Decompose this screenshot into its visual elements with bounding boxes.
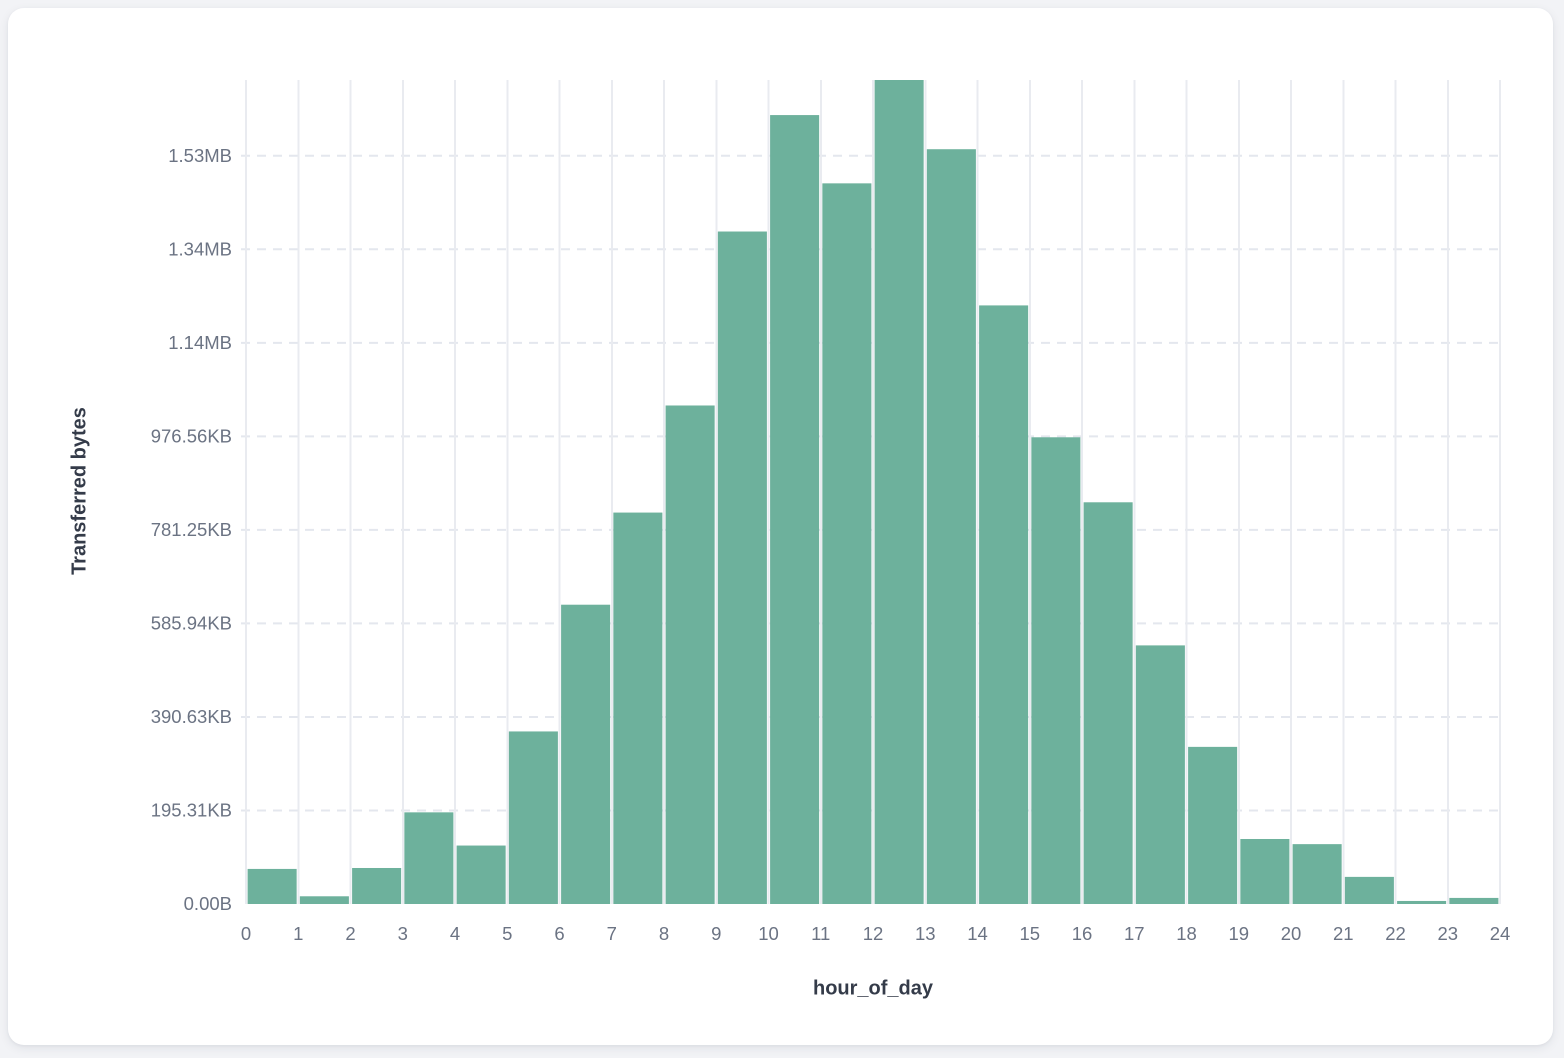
histogram-bar-hour-23[interactable]: [1449, 897, 1499, 904]
y-tick-label: 1.53MB: [168, 145, 232, 166]
x-tick-label: 2: [345, 923, 355, 944]
y-tick-label: 585.94KB: [151, 612, 232, 633]
bars: [247, 80, 1499, 905]
x-tick-label: 15: [1019, 923, 1040, 944]
x-tick-label: 12: [863, 923, 884, 944]
y-tick-label: 781.25KB: [151, 519, 232, 540]
histogram-bar-hour-7[interactable]: [613, 512, 663, 904]
histogram-bar-hour-12[interactable]: [874, 80, 924, 904]
x-tick-label: 17: [1124, 923, 1145, 944]
y-axis-title: Transferred bytes: [68, 407, 91, 575]
histogram-bar-hour-6[interactable]: [561, 604, 611, 904]
histogram-bar-hour-5[interactable]: [508, 731, 558, 904]
x-tick-label: 11: [811, 923, 830, 944]
x-tick-label: 21: [1333, 923, 1354, 944]
x-tick-label: 22: [1385, 923, 1406, 944]
histogram-bar-hour-11[interactable]: [822, 183, 872, 905]
x-tick-label: 19: [1228, 923, 1249, 944]
histogram-bar-hour-22[interactable]: [1397, 900, 1447, 904]
x-tick-label: 10: [758, 923, 779, 944]
y-tick-label: 1.14MB: [168, 332, 232, 353]
histogram-bar-hour-1[interactable]: [299, 896, 349, 904]
y-tick-label: 195.31KB: [151, 799, 232, 820]
x-tick-label: 3: [398, 923, 408, 944]
histogram: 0.00B195.31KB390.63KB585.94KB781.25KB976…: [151, 80, 1510, 944]
y-tick-label: 976.56KB: [151, 425, 232, 446]
histogram-bar-hour-9[interactable]: [717, 231, 767, 904]
x-tick-label: 5: [502, 923, 512, 944]
x-tick-label: 18: [1176, 923, 1197, 944]
histogram-bar-hour-2[interactable]: [352, 867, 402, 904]
vertical-gridlines: [245, 80, 1501, 904]
x-tick-label: 0: [241, 923, 251, 944]
histogram-bar-hour-17[interactable]: [1135, 645, 1185, 904]
x-tick-label: 6: [554, 923, 564, 944]
x-tick-label: 8: [659, 923, 669, 944]
histogram-bar-hour-8[interactable]: [665, 405, 715, 904]
histogram-bar-hour-3[interactable]: [404, 812, 454, 904]
y-tick-label: 1.34MB: [168, 238, 232, 259]
histogram-bar-hour-10[interactable]: [770, 115, 820, 904]
x-tick-label: 24: [1490, 923, 1511, 944]
histogram-bar-hour-4[interactable]: [456, 845, 506, 904]
histogram-bar-hour-13[interactable]: [926, 149, 976, 904]
y-tick-labels: 0.00B 195.31KB 390.63KB 585.94KB 781.25KB 976…: [151, 145, 232, 914]
histogram-bar-hour-16[interactable]: [1083, 502, 1133, 904]
x-tick-label: 13: [915, 923, 936, 944]
x-tick-label: 23: [1437, 923, 1458, 944]
x-tick-label: 7: [607, 923, 617, 944]
x-tick-label: 4: [450, 923, 460, 944]
chart-card: 0.00B 195.31KB 390.63KB 585.94KB 781.25KB 976…: [8, 8, 1553, 1045]
y-tick-label: 0.00B: [184, 893, 232, 914]
x-tick-labels: 0 1 2 3 4 5 6 7 8 9 10 11 12 13 14 15 16 17 18 19 20 21 22 23 24: [241, 923, 1510, 944]
histogram-bar-hour-21[interactable]: [1344, 876, 1394, 904]
x-tick-label: 1: [293, 923, 303, 944]
histogram-bar-hour-14[interactable]: [979, 305, 1029, 905]
histogram-bar-hour-20[interactable]: [1292, 844, 1342, 904]
x-tick-label: 20: [1281, 923, 1302, 944]
x-axis-title: hour_of_day: [812, 977, 934, 1000]
x-tick-label: 9: [711, 923, 721, 944]
histogram-bar-hour-0[interactable]: [247, 868, 297, 904]
histogram-bar-hour-18[interactable]: [1188, 746, 1238, 904]
histogram-bar-hour-15[interactable]: [1031, 437, 1081, 904]
x-tick-label: 14: [967, 923, 988, 944]
x-tick-label: 16: [1072, 923, 1093, 944]
histogram-bar-hour-19[interactable]: [1240, 838, 1290, 904]
y-tick-label: 390.63KB: [151, 706, 232, 727]
